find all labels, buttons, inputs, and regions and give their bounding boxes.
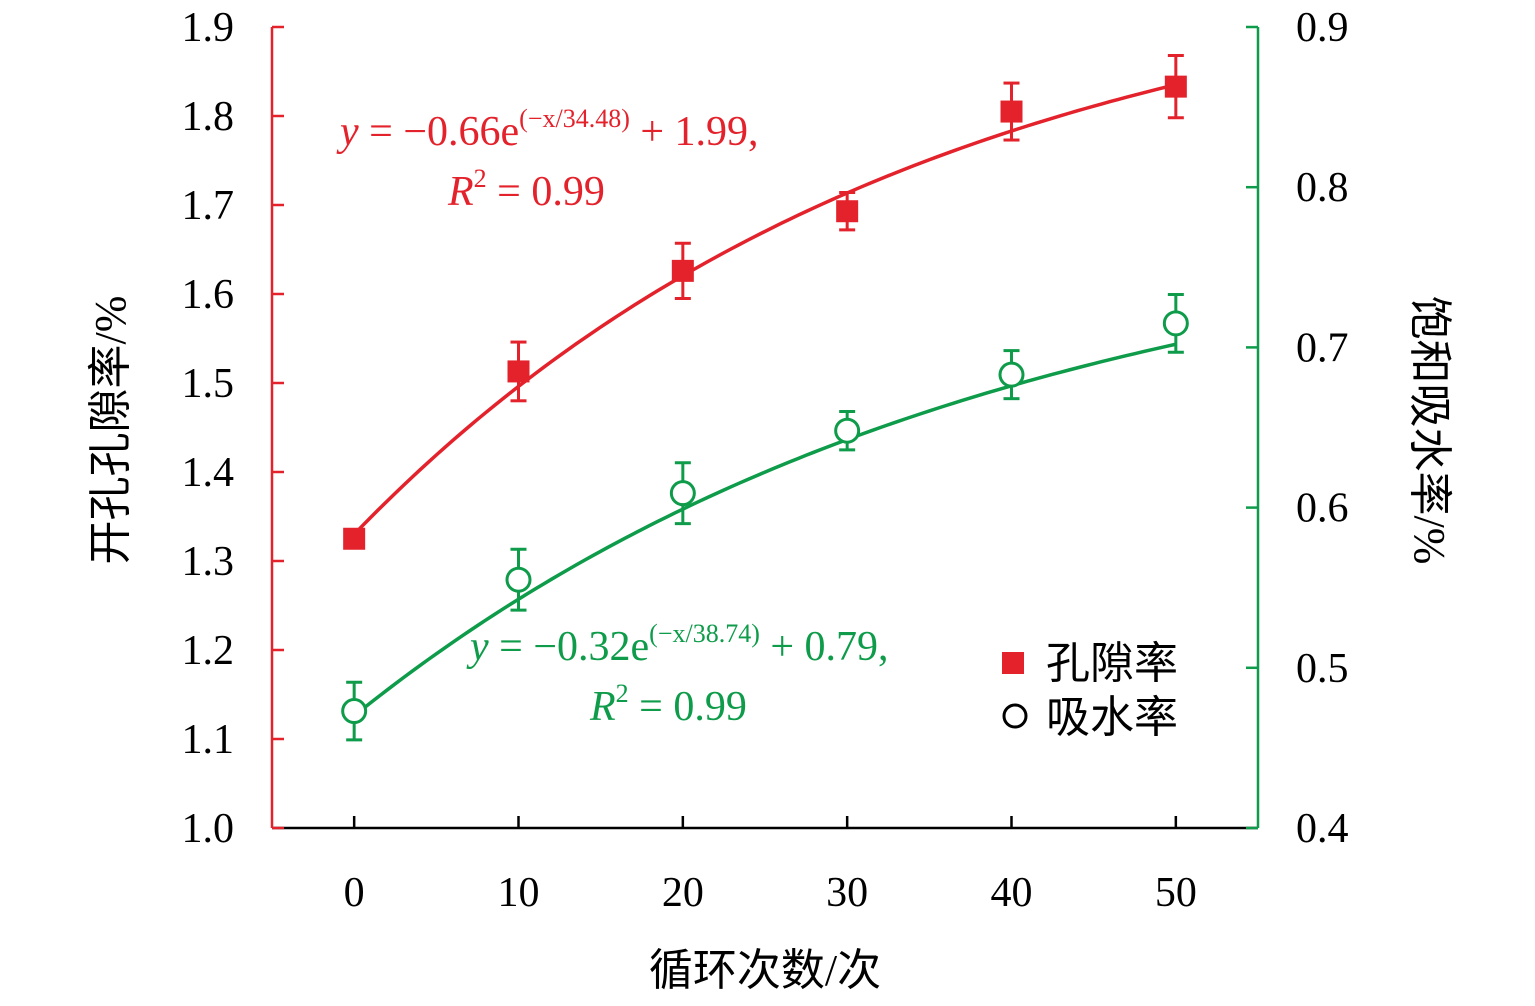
x-ticks: 0 10 20 30 40 50 [344, 816, 1197, 916]
porosity-eq-lhs: = −0.66e [359, 109, 520, 155]
porosity-equation-line2: R2 = 0.99 [447, 164, 605, 215]
porosity-fit-curve [352, 82, 1177, 536]
absorption-fit-curve [353, 342, 1177, 718]
y-axis-right-title: 饱和吸水率/% [1405, 296, 1454, 565]
absorption-eq-r: R [589, 684, 616, 730]
absorption-point [834, 417, 861, 444]
porosity-point [1000, 100, 1023, 123]
absorption-eq-r-value: = 0.99 [629, 684, 747, 730]
y-left-tick-label: 1.9 [182, 5, 235, 51]
y-axis-left: 1.0 1.1 1.2 1.3 1.4 1.5 1.6 1.7 1.8 1.9 开孔孔隙率/% [86, 5, 284, 852]
y-right-tick-label: 0.4 [1296, 806, 1349, 852]
y-left-tick-label: 1.1 [182, 717, 235, 763]
porosity-equation: y = −0.66e(−x/34.48) + 1.99, R2 = 0.99 [336, 104, 759, 215]
y-left-tick-label: 1.0 [182, 806, 235, 852]
porosity-point [343, 527, 366, 550]
porosity-point [1164, 75, 1187, 98]
x-tick-label: 0 [344, 870, 365, 916]
y-left-tick-label: 1.6 [182, 272, 235, 318]
porosity-point [671, 259, 694, 282]
absorption-eq-r-sup: 2 [616, 679, 629, 708]
absorption-equation: y = −0.32e(−x/38.74) + 0.79, R2 = 0.99 [466, 619, 889, 730]
y-right-tick-label: 0.6 [1296, 486, 1349, 532]
legend-label-absorption: 吸水率 [1046, 693, 1178, 742]
y-axis-left-title: 开孔孔隙率/% [86, 296, 135, 565]
legend-circle-marker [1002, 703, 1028, 729]
porosity-eq-y: y [336, 109, 359, 155]
y-right-tick-label: 0.7 [1296, 325, 1349, 371]
y-left-tick-label: 1.3 [182, 539, 235, 585]
legend: 孔隙率 吸水率 [1002, 639, 1178, 742]
absorption-point [1162, 310, 1189, 337]
porosity-point [507, 360, 530, 383]
legend-square-marker [1002, 652, 1024, 674]
legend-label-porosity: 孔隙率 [1046, 639, 1178, 688]
absorption-eq-y: y [466, 624, 489, 670]
x-axis: 0 10 20 30 40 50 循环次数/次 [272, 816, 1258, 995]
x-tick-label: 10 [498, 870, 540, 916]
absorption-point [998, 361, 1025, 388]
y-left-tick-label: 1.2 [182, 628, 235, 674]
absorption-point [669, 480, 696, 507]
absorption-point [505, 566, 532, 593]
y-axis-right-ticks: 0.4 0.5 0.6 0.7 0.8 0.9 [1246, 5, 1349, 852]
porosity-point [836, 200, 859, 223]
porosity-eq-r-sup: 2 [474, 164, 487, 193]
absorption-equation-line1: y = −0.32e(−x/38.74) + 0.79, [466, 619, 889, 670]
porosity-eq-r: R [447, 169, 474, 215]
absorption-eq-exponent: (−x/38.74) [649, 619, 760, 648]
absorption-eq-lhs: = −0.32e [489, 624, 650, 670]
absorption-eq-rhs: + 0.79, [760, 624, 889, 670]
porosity-equation-line1: y = −0.66e(−x/34.48) + 1.99, [336, 104, 759, 155]
x-axis-title: 循环次数/次 [649, 946, 881, 995]
x-tick-label: 30 [826, 870, 868, 916]
y-left-tick-label: 1.4 [182, 450, 235, 496]
y-left-tick-label: 1.5 [182, 361, 235, 407]
x-tick-label: 50 [1155, 870, 1197, 916]
x-tick-label: 20 [662, 870, 704, 916]
plot-area [341, 53, 1189, 742]
y-right-tick-label: 0.5 [1296, 646, 1349, 692]
x-tick-label: 40 [991, 870, 1033, 916]
y-axis-right: 0.4 0.5 0.6 0.7 0.8 0.9 饱和吸水率/% [1246, 5, 1454, 852]
absorption-equation-line2: R2 = 0.99 [589, 679, 747, 730]
y-left-tick-label: 1.8 [182, 94, 235, 140]
y-left-tick-label: 1.7 [182, 183, 235, 229]
porosity-eq-rhs: + 1.99, [630, 109, 759, 155]
y-right-tick-label: 0.9 [1296, 5, 1349, 51]
y-axis-left-ticks: 1.0 1.1 1.2 1.3 1.4 1.5 1.6 1.7 1.8 1.9 [182, 5, 284, 852]
porosity-eq-exponent: (−x/34.48) [519, 104, 630, 133]
y-right-tick-label: 0.8 [1296, 165, 1349, 211]
absorption-point [341, 698, 368, 725]
porosity-eq-r-value: = 0.99 [487, 169, 605, 215]
